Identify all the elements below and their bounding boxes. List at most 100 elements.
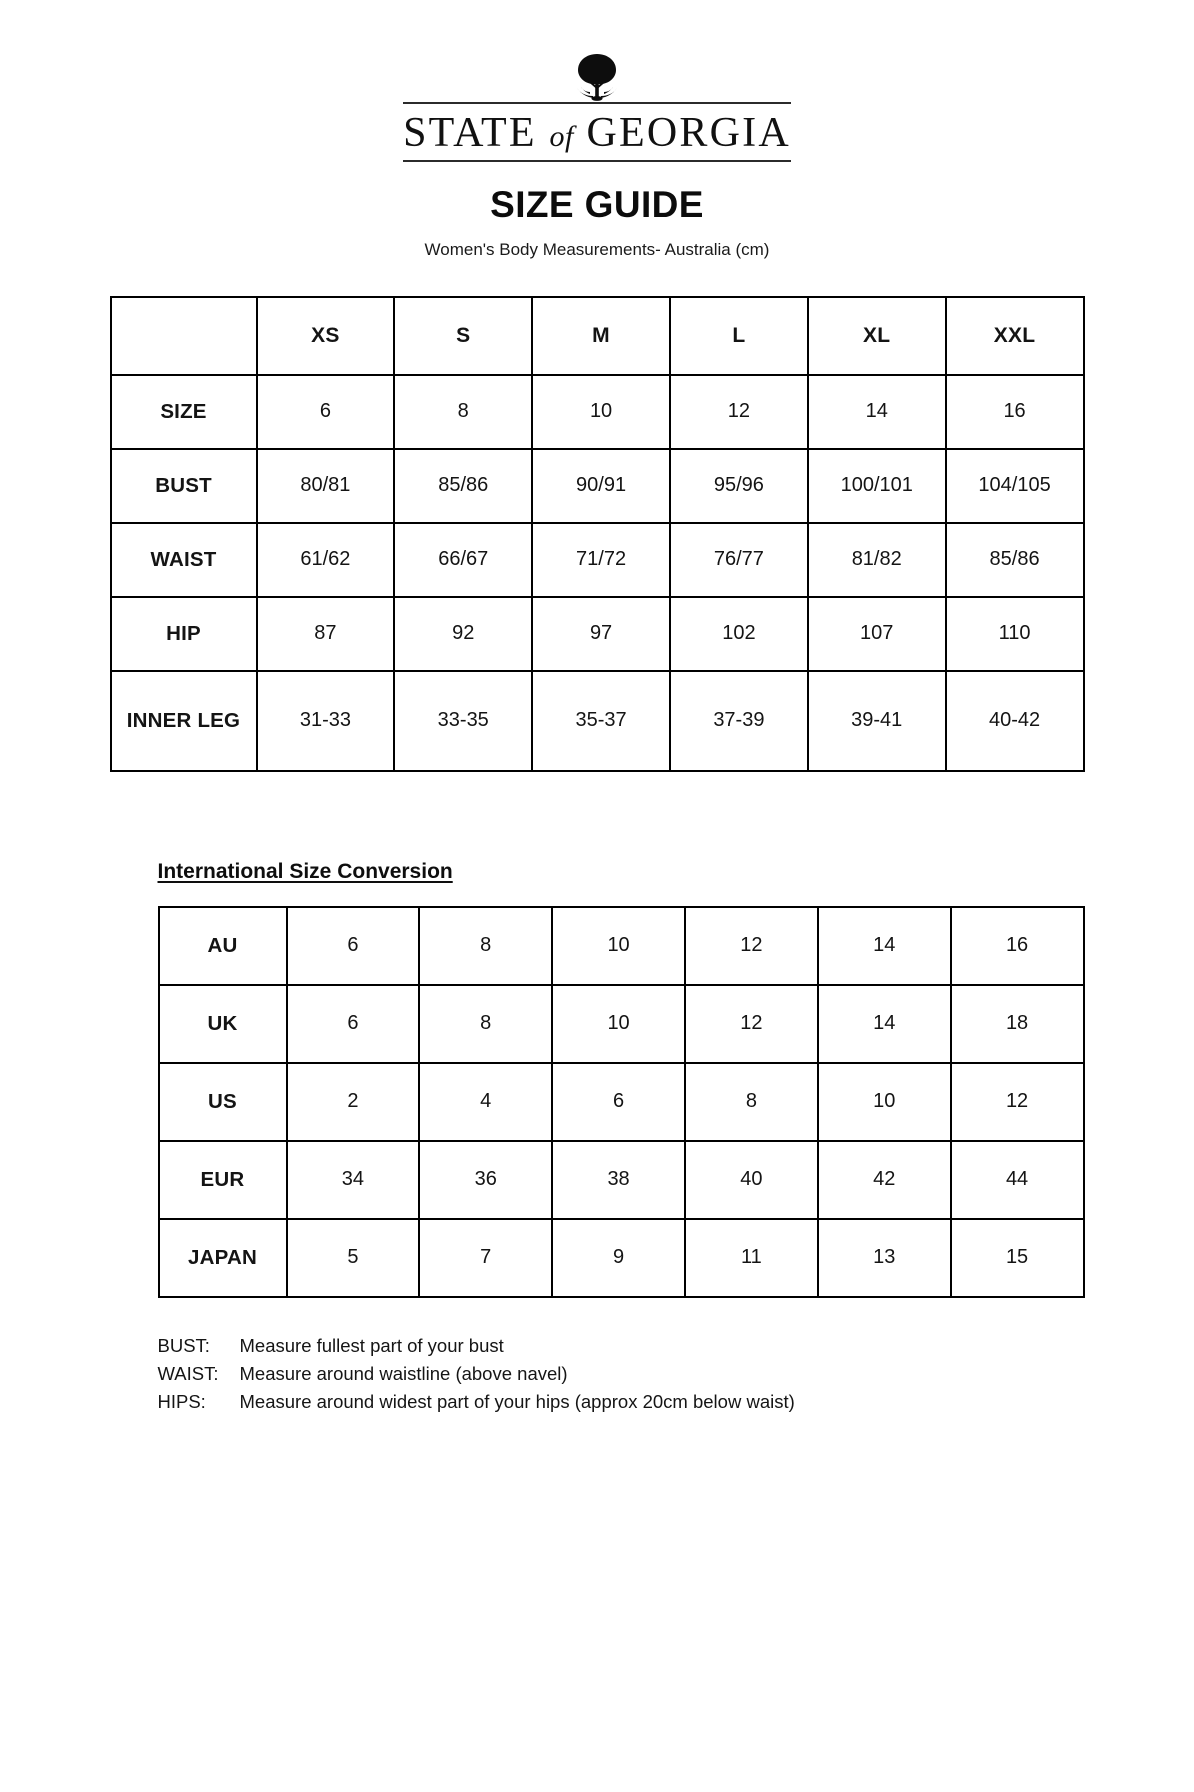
cell-uk-6: 18 <box>949 983 1085 1064</box>
row-label-us: US <box>157 1061 288 1142</box>
header-cell-xxl: XXL <box>944 295 1085 376</box>
instruction-waist-key: WAIST: <box>157 1362 219 1384</box>
cell-hip-s: 92 <box>393 595 534 672</box>
row-label-waist: WAIST <box>109 521 258 598</box>
row-label-au: AU <box>157 905 288 986</box>
cell-uk-2: 8 <box>418 983 554 1064</box>
row-label-uk: UK <box>157 983 288 1064</box>
instruction-bust: BUST: Measure fullest part of your bust <box>158 1332 1085 1360</box>
cell-size-m: 10 <box>531 373 671 450</box>
cell-inner-leg-xl: 39-41 <box>806 669 947 772</box>
header-cell-s: S <box>393 295 534 376</box>
table-header-row: XS S M L XL XXL <box>109 295 1085 376</box>
instruction-waist-text: Measure around waistline (above navel) <box>239 1362 568 1384</box>
row-label-bust: BUST <box>109 447 258 524</box>
cell-bust-s: 85/86 <box>393 447 534 524</box>
cell-japan-6: 15 <box>949 1217 1085 1298</box>
cell-bust-xl: 100/101 <box>806 447 947 524</box>
instruction-hips-key: HIPS: <box>157 1390 206 1412</box>
cell-hip-l: 102 <box>668 595 809 672</box>
row-label-size: SIZE <box>109 373 258 450</box>
header-cell-l: L <box>668 295 809 376</box>
page-title: SIZE GUIDE <box>490 183 704 225</box>
page-subtitle: Women's Body Measurements- Australia (cm… <box>424 239 770 259</box>
cell-japan-1: 5 <box>285 1217 421 1298</box>
row-label-japan: JAPAN <box>157 1217 288 1298</box>
cell-us-6: 12 <box>949 1061 1085 1142</box>
instruction-waist: WAIST: Measure around waistline (above n… <box>158 1360 1085 1388</box>
cell-size-l: 12 <box>668 373 809 450</box>
cell-au-5: 14 <box>816 905 952 986</box>
cell-japan-3: 9 <box>551 1217 686 1298</box>
cell-size-xxl: 16 <box>944 373 1085 450</box>
cell-inner-leg-s: 33-35 <box>393 669 534 772</box>
cell-eur-2: 36 <box>418 1139 554 1220</box>
table-row: BUST 80/81 85/86 90/91 95/96 100/101 104… <box>109 447 1085 524</box>
cell-au-3: 10 <box>551 905 686 986</box>
cell-eur-6: 44 <box>949 1139 1085 1220</box>
cell-hip-xs: 87 <box>255 595 396 672</box>
row-label-inner-leg: INNER LEG <box>109 669 258 772</box>
cell-us-1: 2 <box>285 1061 421 1142</box>
cell-japan-4: 11 <box>683 1217 819 1298</box>
logo-bottom-rule <box>403 159 791 162</box>
table-row: SIZE 6 8 10 12 14 16 <box>109 373 1085 450</box>
cell-bust-m: 90/91 <box>531 447 671 524</box>
cell-bust-l: 95/96 <box>668 447 809 524</box>
brand-wordmark-of: of <box>549 120 574 153</box>
cell-inner-leg-xxl: 40-42 <box>944 669 1085 772</box>
cell-inner-leg-m: 35-37 <box>531 669 671 772</box>
instruction-hips: HIPS: Measure around widest part of your… <box>158 1388 1085 1416</box>
cell-us-5: 10 <box>816 1061 952 1142</box>
cell-size-xs: 6 <box>255 373 396 450</box>
table-row: INNER LEG 31-33 33-35 35-37 37-39 39-41 … <box>109 669 1085 772</box>
header-cell-xl: XL <box>806 295 947 376</box>
table-row: US 2 4 6 8 10 12 <box>157 1061 1085 1142</box>
cell-uk-1: 6 <box>285 983 421 1064</box>
cell-size-s: 8 <box>393 373 534 450</box>
brand-wordmark-state: STATE <box>403 110 537 156</box>
cell-waist-m: 71/72 <box>531 521 671 598</box>
measurement-instructions: BUST: Measure fullest part of your bust … <box>110 1332 1085 1416</box>
header-cell-corner <box>109 295 258 376</box>
cell-au-2: 8 <box>418 905 554 986</box>
cell-waist-xl: 81/82 <box>806 521 947 598</box>
cell-uk-5: 14 <box>816 983 952 1064</box>
header-cell-xs: XS <box>255 295 396 376</box>
cell-uk-3: 10 <box>551 983 686 1064</box>
brand-logo: STATE of GEORGIA <box>387 52 807 162</box>
row-label-hip: HIP <box>109 595 258 672</box>
oak-tree-emblem <box>387 52 807 108</box>
measurements-table-container: XS S M L XL XXL SIZE 6 8 10 12 14 16 <box>109 295 1085 772</box>
cell-inner-leg-xs: 31-33 <box>255 669 396 772</box>
cell-us-2: 4 <box>418 1061 554 1142</box>
header-cell-m: M <box>531 295 671 376</box>
cell-eur-5: 42 <box>816 1139 952 1220</box>
logo-top-rule <box>403 102 791 104</box>
table-row: EUR 34 36 38 40 42 44 <box>157 1139 1085 1220</box>
cell-au-4: 12 <box>683 905 819 986</box>
cell-waist-l: 76/77 <box>668 521 809 598</box>
table-row: WAIST 61/62 66/67 71/72 76/77 81/82 85/8… <box>109 521 1085 598</box>
cell-us-4: 8 <box>683 1061 819 1142</box>
instruction-bust-text: Measure fullest part of your bust <box>239 1334 504 1356</box>
international-conversion-heading: International Size Conversion <box>110 860 1085 884</box>
instruction-bust-key: BUST: <box>157 1334 210 1356</box>
cell-bust-xs: 80/81 <box>255 447 396 524</box>
cell-us-3: 6 <box>551 1061 686 1142</box>
cell-waist-s: 66/67 <box>393 521 534 598</box>
cell-size-xl: 14 <box>806 373 947 450</box>
cell-waist-xxl: 85/86 <box>944 521 1085 598</box>
table-row: AU 6 8 10 12 14 16 <box>157 905 1085 986</box>
table-row: HIP 87 92 97 102 107 110 <box>109 595 1085 672</box>
cell-hip-m: 97 <box>531 595 671 672</box>
cell-au-6: 16 <box>949 905 1085 986</box>
cell-uk-4: 12 <box>683 983 819 1064</box>
document-header: STATE of GEORGIA SIZE GUIDE Women's Body… <box>0 0 1194 260</box>
brand-wordmark: STATE of GEORGIA <box>387 108 807 156</box>
brand-wordmark-georgia: GEORGIA <box>586 110 791 156</box>
conversion-table: AU 6 8 10 12 14 16 UK 6 8 10 12 14 18 <box>157 905 1085 1298</box>
instruction-hips-text: Measure around widest part of your hips … <box>239 1390 795 1412</box>
cell-japan-5: 13 <box>816 1217 952 1298</box>
